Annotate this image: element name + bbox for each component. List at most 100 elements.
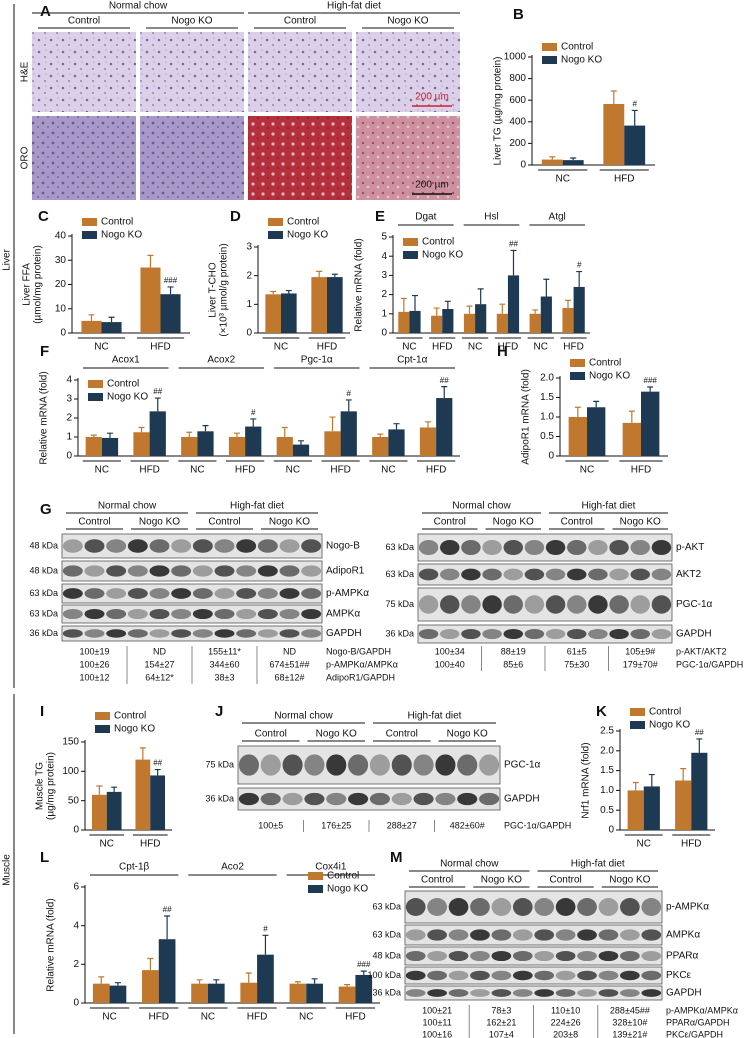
y-tick-label: 0.5: [600, 805, 614, 816]
error-bar: [631, 109, 638, 126]
bar: [228, 437, 246, 456]
group-label: Normal chow: [274, 711, 333, 722]
blot-band: [641, 929, 662, 941]
quant-value: 179±70#: [623, 659, 658, 669]
significance: ###: [357, 960, 371, 969]
y-tick-label: 0: [608, 825, 614, 836]
micrograph: [32, 116, 136, 200]
kda-label: 63 kDa: [372, 901, 401, 911]
blot-band: [304, 792, 325, 806]
x-tick-label: NC: [381, 465, 395, 476]
blot-band: [405, 929, 426, 941]
y-tick-label: 50: [68, 795, 80, 806]
blot-band: [257, 608, 278, 620]
blot-band: [620, 970, 640, 981]
blot-band: [534, 898, 555, 916]
bar: [436, 398, 453, 456]
bar: [306, 983, 323, 1003]
blot-band: [236, 608, 257, 620]
blot-band: [545, 628, 566, 640]
blot-band: [555, 898, 576, 916]
quant-value: 155±11*: [208, 646, 241, 656]
blot-band: [127, 608, 148, 620]
blot-strip: [404, 946, 663, 966]
blot-band: [279, 608, 300, 620]
blot-band: [630, 539, 650, 556]
x-tick-label: NC: [95, 465, 109, 476]
blot-band: [598, 929, 619, 941]
quant-value: 38±3: [215, 672, 235, 682]
error-bar: [297, 440, 304, 445]
blot-band: [62, 629, 83, 638]
quant-value: 328±10#: [612, 1017, 647, 1027]
blot-band: [301, 608, 322, 620]
band-label: AMPKα: [326, 609, 360, 620]
blot-band: [149, 588, 170, 599]
blot-band: [348, 792, 369, 806]
error-bar: [164, 915, 171, 940]
kda-label: 63 kDa: [385, 569, 414, 579]
blot-band: [588, 539, 608, 556]
quant-value: ND: [153, 646, 166, 656]
blot-band: [279, 565, 300, 577]
error-bar: [565, 299, 572, 309]
y-tick-label: 3: [246, 242, 252, 253]
quant-name: p-AMPKα/AMPKα: [666, 1005, 738, 1015]
error-bar: [360, 970, 367, 975]
band-label: p-AMPKα: [666, 902, 709, 913]
error-bar: [628, 410, 635, 423]
micrograph: [248, 32, 352, 112]
y-tick-label: 2: [66, 413, 72, 424]
panel-label: B: [513, 6, 524, 23]
error-bar: [680, 768, 687, 781]
error-bar: [345, 399, 352, 412]
significance: #: [251, 408, 256, 417]
significance: #: [263, 924, 268, 933]
band-label: Nogo-B: [326, 541, 360, 552]
bar: [106, 791, 122, 830]
blot-band: [461, 595, 481, 614]
blot-band: [534, 970, 555, 981]
blot-band: [435, 792, 456, 806]
bar: [388, 429, 405, 456]
blot-band: [479, 792, 500, 806]
y-tick-label: 3: [66, 394, 72, 405]
bar: [475, 304, 487, 333]
micrograph: [140, 32, 244, 112]
blot-band: [457, 792, 478, 806]
group-label: Cox4i1: [315, 862, 347, 873]
bar: [281, 293, 297, 333]
blot-band: [84, 565, 105, 577]
section-label: Liver: [2, 248, 13, 270]
bar: [85, 437, 102, 456]
bar: [92, 983, 110, 1003]
blot-band: [106, 608, 127, 620]
row-label: ORO: [20, 146, 31, 169]
legend-swatch: [570, 359, 585, 367]
group-label: Hsl: [484, 212, 498, 223]
blot-band: [236, 565, 257, 577]
blot-band: [260, 754, 281, 776]
band-label: PKCε: [666, 970, 692, 981]
legend-label: Control: [649, 707, 681, 718]
blot-band: [609, 568, 629, 581]
blot-band: [214, 588, 235, 599]
blot-band: [479, 754, 500, 776]
y-axis-title: (µmol/mg protein): [33, 245, 44, 324]
blot-band: [555, 950, 576, 962]
blot-band: [257, 588, 278, 599]
blot-band: [545, 595, 566, 614]
bar: [627, 790, 644, 830]
blot-band: [440, 595, 460, 614]
y-tick-label: 100: [62, 766, 79, 777]
band-label: GAPDH: [504, 794, 540, 805]
significance: #: [347, 389, 352, 398]
blot-band: [192, 588, 213, 599]
x-tick-label: NC: [468, 342, 482, 353]
blot-band: [62, 588, 83, 599]
blot-band: [405, 898, 426, 916]
quant-value: ND: [283, 646, 296, 656]
y-tick-label: 5: [381, 232, 387, 243]
blot-band: [171, 539, 192, 553]
x-tick-label: NC: [274, 342, 288, 353]
